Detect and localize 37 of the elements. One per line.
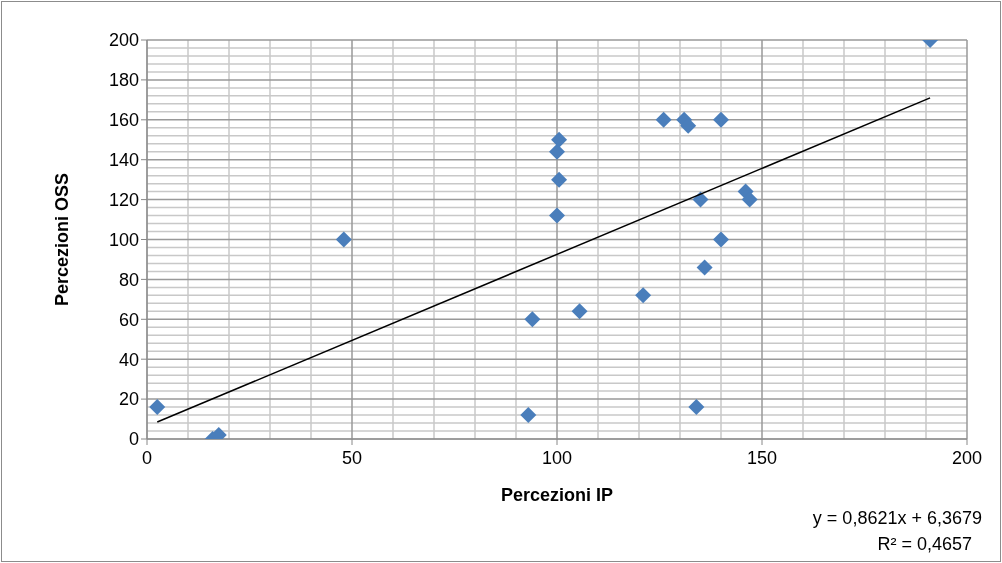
point <box>149 399 166 416</box>
point <box>549 207 565 224</box>
point <box>692 191 709 208</box>
point <box>655 111 672 128</box>
point <box>635 287 652 304</box>
point <box>335 231 352 248</box>
y-tick-label: 60 <box>118 309 139 330</box>
y-tick-label: 180 <box>108 70 139 91</box>
point <box>688 399 705 416</box>
y-axis-title: Percezioni OSS <box>52 172 73 307</box>
point <box>696 259 713 276</box>
point <box>524 311 541 328</box>
x-tick-label: 0 <box>141 447 153 468</box>
y-tick-label: 120 <box>108 189 139 210</box>
y-tick-label: 40 <box>118 349 139 370</box>
y-tick-label: 0 <box>128 429 139 450</box>
point <box>551 171 568 188</box>
point <box>571 303 588 320</box>
y-tick-label: 200 <box>108 30 139 51</box>
y-tick-label: 140 <box>108 150 139 171</box>
point <box>520 407 537 424</box>
x-tick-label: 200 <box>951 447 983 468</box>
point <box>549 143 565 160</box>
x-axis-title: Percezioni IP <box>500 485 614 505</box>
y-tick-label: 160 <box>108 110 139 131</box>
point <box>741 191 758 208</box>
point <box>713 111 729 128</box>
x-tick-label: 150 <box>746 447 778 468</box>
text: R² = 0,4657 <box>877 534 972 554</box>
y-tick-label: 100 <box>108 229 139 250</box>
y-tick-label: 80 <box>118 269 139 290</box>
x-tick-label: 50 <box>341 447 363 468</box>
point <box>551 131 568 148</box>
point <box>713 231 729 248</box>
x-tick-label: 100 <box>541 447 573 468</box>
y-tick-label: 20 <box>118 389 139 410</box>
text: y = 0,8621x + 6,3679 <box>812 508 982 528</box>
